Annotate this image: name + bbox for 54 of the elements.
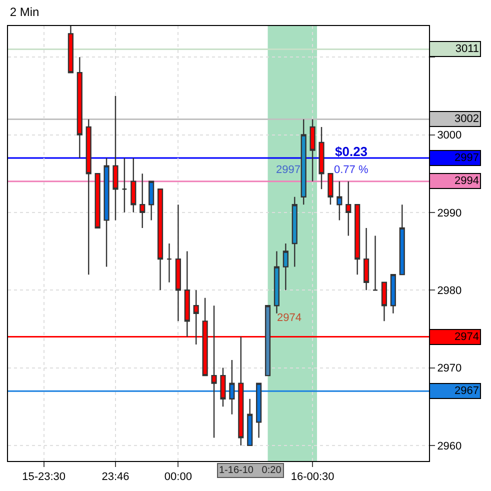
candlestick: [76, 56, 82, 159]
candlestick: [274, 250, 280, 314]
ref-line-label: 2974: [277, 312, 302, 324]
candlestick: [256, 382, 262, 438]
candlestick: [229, 359, 235, 415]
candlestick: [390, 274, 396, 314]
candlestick: [220, 367, 226, 408]
candlestick: [336, 180, 342, 221]
candlestick: [310, 118, 316, 182]
text: 2997: [454, 152, 479, 164]
text: 1-16-10 0:20: [219, 465, 282, 476]
x-tick-label: 23:46: [102, 471, 130, 484]
y-tick-label: 2970: [437, 362, 462, 375]
ref-line-label: 3011: [455, 43, 479, 55]
y-tick-label: 2980: [437, 284, 462, 297]
x-tick-label: 16-00:30: [290, 471, 334, 484]
candlestick: [157, 188, 164, 291]
candlestick: [130, 157, 136, 214]
candlestick: [104, 157, 110, 268]
candlestick: [148, 180, 154, 221]
text: 2974: [454, 331, 479, 343]
candlestick: [68, 26, 74, 74]
candlestick: [399, 204, 405, 276]
candlestick: [364, 227, 370, 291]
candlestick: [318, 126, 324, 190]
candlestick: [112, 95, 118, 221]
x-tick-label: 00:00: [164, 471, 192, 484]
y-tick-label: 3000: [437, 130, 462, 142]
candlestick: [175, 204, 181, 322]
candlestick: [381, 282, 388, 322]
candlestick: [354, 204, 360, 276]
ref-line-label: 2994: [454, 175, 479, 187]
candlestick: [328, 172, 334, 206]
candlestick: [140, 172, 146, 229]
candlestick: [264, 305, 271, 376]
x-tick-label: 15-23:30: [22, 471, 66, 484]
candlestick: [300, 118, 306, 206]
candlestick: [247, 398, 253, 446]
candlestick: [166, 242, 172, 283]
ref-line-label: 3002: [454, 113, 479, 125]
candlestick: [86, 118, 92, 276]
y-tick-label: 2960: [437, 440, 462, 452]
candlestick: [94, 172, 100, 229]
y-tick-label: 2990: [437, 207, 462, 220]
candlestick: [122, 157, 128, 214]
candlestick: [292, 196, 298, 268]
candlestick: [346, 180, 352, 236]
annotation: $0.23: [335, 144, 368, 159]
ref-line-label: 2967: [454, 385, 479, 397]
candlestick: [282, 242, 288, 291]
annotation: 0.77 %: [334, 164, 368, 176]
ref-line-label: 2997: [276, 164, 300, 176]
candlestick: [372, 235, 378, 291]
chart-title: 2 Min: [10, 4, 40, 19]
